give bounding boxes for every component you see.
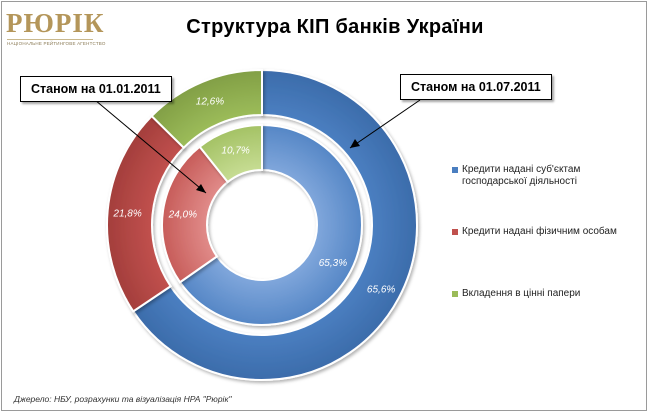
logo-tagline: НАЦІОНАЛЬНЕ РЕЙТИНГОВЕ АГЕНТСТВО	[7, 39, 106, 46]
outer-slice-business-loans	[131, 68, 418, 381]
inner-ring	[161, 123, 363, 326]
data-labels: 65,3% 24,0% 10,7% 65,6% 21,8% 12,6%	[112, 96, 395, 295]
legend-swatch-green	[452, 291, 458, 297]
callout-arrow-inner	[94, 99, 207, 194]
outer-slice-securities	[150, 68, 263, 150]
outer-label-personal-loans: 21,8%	[112, 208, 141, 219]
legend-label: Кредити надані фізичним особам	[462, 226, 617, 237]
callout-inner-date: Станом на 01.01.2011	[20, 76, 172, 102]
outer-ring	[106, 68, 418, 381]
legend-swatch-red	[452, 229, 458, 235]
legend-label: Вкладення в цінні папери	[462, 288, 581, 299]
legend-swatch-blue	[452, 167, 458, 173]
callout-arrowhead-inner	[196, 184, 206, 193]
outer-label-business-loans: 65,6%	[367, 285, 395, 296]
callout-outer-date: Станом на 01.07.2011	[400, 74, 552, 100]
inner-slice-personal-loans	[161, 145, 230, 284]
legend-label: Кредити надані суб'єктам господарської д…	[462, 164, 581, 187]
logo-word: РЮРІК	[6, 8, 105, 38]
source-note: Джерело: НБУ, розрахунки та візуалізація…	[14, 394, 232, 404]
inner-slice-securities	[198, 123, 263, 184]
ryurik-logo: РЮРІК НАЦІОНАЛЬНЕ РЕЙТИНГОВЕ АГЕНТСТВО	[6, 8, 106, 54]
inner-slice-business-loans	[178, 123, 363, 326]
inner-label-business-loans: 65,3%	[319, 258, 347, 269]
outer-label-securities: 12,6%	[196, 96, 224, 107]
callout-arrow-outer	[349, 99, 421, 149]
inner-label-personal-loans: 24,0%	[168, 209, 197, 220]
callout-arrowhead-outer	[350, 139, 360, 148]
chart-title: Структура КІП банків України	[186, 16, 484, 38]
callout-lines	[94, 99, 421, 194]
inner-label-securities: 10,7%	[221, 145, 249, 156]
